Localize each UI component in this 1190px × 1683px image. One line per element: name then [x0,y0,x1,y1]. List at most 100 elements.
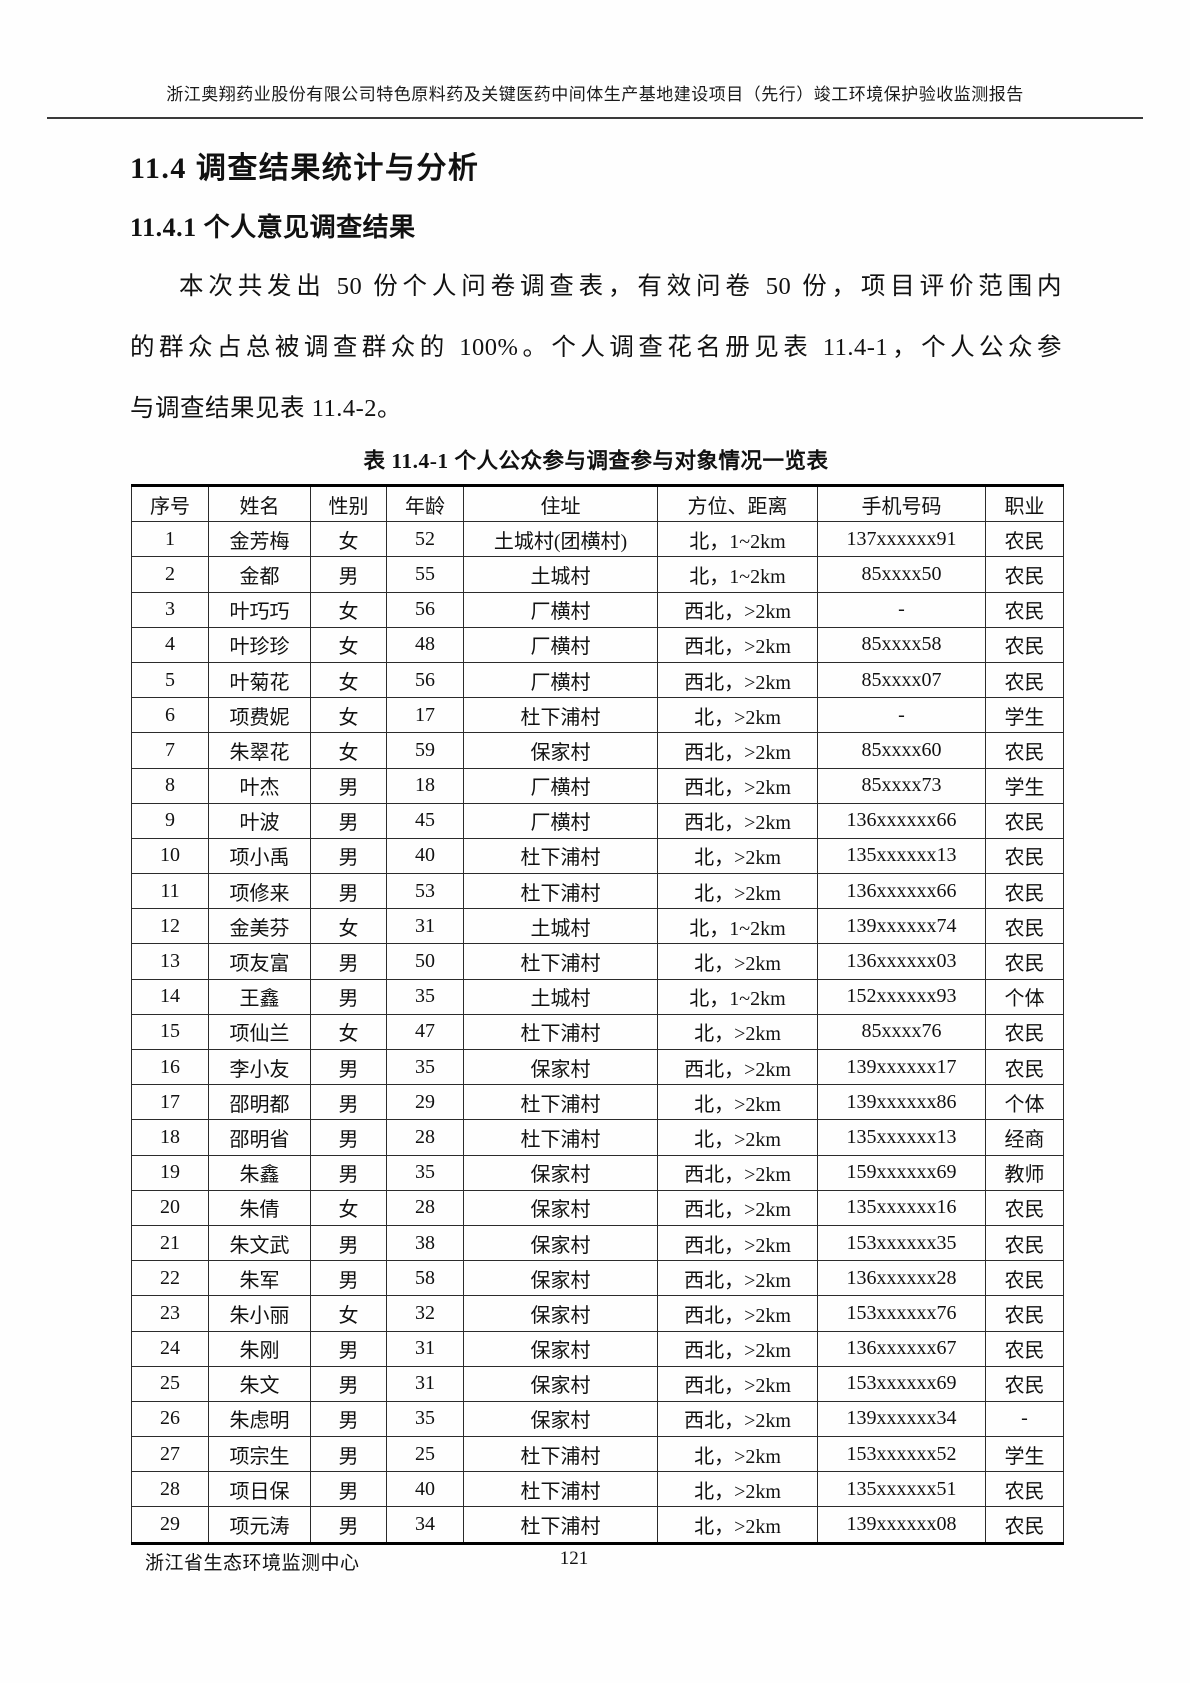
table-cell: 杜下浦村 [463,1471,658,1508]
table-cell: 农民 [985,732,1064,769]
table-cell: 杜下浦村 [463,1436,658,1473]
column-header: 序号 [131,484,209,523]
table-cell: 王鑫 [208,978,311,1015]
table-cell: 男 [310,1436,387,1473]
table-row: 16 李小友男 35 保家村 西北，>2km 139xxxxxx17 农民 [131,1048,1064,1086]
table-cell: 邵明都 [208,1084,311,1121]
table-cell: 农民 [985,1013,1064,1051]
table-cell: 139xxxxxx86 [817,1084,986,1121]
footer-organization: 浙江省生态环境监测中心 [145,1553,360,1574]
table-cell: 136xxxxxx67 [817,1330,986,1367]
table-cell: 85xxxx58 [817,626,986,663]
table-cell: 男 [310,802,387,839]
table-cell: 25 [386,1436,464,1473]
table-cell: 20 [131,1189,209,1226]
table-cell: 学生 [985,697,1064,734]
table-cell: - [817,591,986,628]
table-cell: 金芳梅 [208,521,311,558]
table-cell: 19 [131,1154,209,1191]
table-cell: 北，>2km [657,697,818,734]
table-cell: 北，>2km [657,1119,818,1156]
table-cell: 西北，>2km [657,591,818,628]
running-header-text: 浙江奥翔药业股份有限公司特色原料药及关键医药中间体生产基地建设项目（先行）竣工环… [166,85,1024,104]
table-cell: 杜下浦村 [463,1084,658,1121]
table-cell: 保家村 [463,1048,658,1086]
table-cell: 53 [386,873,464,910]
table-cell: 西北，>2km [657,1260,818,1297]
table-cell: 李小友 [208,1048,311,1086]
table-cell: 保家村 [463,1400,658,1438]
table-cell: 35 [386,1154,464,1191]
table-row: 9 叶波男 45 厂横村 西北，>2km 136xxxxxx66 农民 [131,802,1064,839]
table-cell: 农民 [985,591,1064,628]
table-cell: 18 [386,767,464,804]
table-cell: 项日保 [208,1471,311,1508]
table-cell: 男 [310,978,387,1015]
table-cell: 保家村 [463,1224,658,1262]
table-cell: 农民 [985,521,1064,558]
table-cell: 经商 [985,1119,1064,1156]
table-cell: 女 [310,908,387,945]
table-cell: 杜下浦村 [463,837,658,875]
table-cell: 12 [131,908,209,945]
table-cell: 农民 [985,1471,1064,1508]
table-cell: 农民 [985,626,1064,663]
table-cell: 135xxxxxx51 [817,1471,986,1508]
table-row: 17 邵明都男 29 杜下浦村 北，>2km 139xxxxxx86 个体 [131,1084,1064,1121]
table-cell: 55 [386,556,464,593]
table-cell: 项修来 [208,873,311,910]
table-row: 20 朱倩女 28 保家村 西北，>2km 135xxxxxx16 农民 [131,1189,1064,1226]
table-cell: 6 [131,697,209,734]
table-cell: 女 [310,732,387,769]
table-cell: 朱军 [208,1260,311,1297]
paragraph-line: 本次共发出 50 份个人问卷调查表，有效问卷 50 份，项目评价范围内 [179,273,1062,300]
table-cell: 保家村 [463,1295,658,1332]
table-cell: 保家村 [463,1365,658,1402]
section-title: 11.4 调查结果统计与分析 [130,152,480,185]
table-cell: 135xxxxxx13 [817,1119,986,1156]
table-cell: 学生 [985,1436,1064,1473]
table-cell: 杜下浦村 [463,1013,658,1051]
table-cell: 男 [310,1400,387,1438]
paragraph-line: 与调查结果见表 11.4-2。 [130,395,402,422]
table-cell: 男 [310,873,387,910]
table-cell: 18 [131,1119,209,1156]
table-cell: 139xxxxxx08 [817,1506,986,1544]
table-row: 14 王鑫男 35 土城村 北，1~2km 152xxxxxx93 个体 [131,978,1064,1015]
table-cell: 北，>2km [657,1013,818,1051]
table-cell: 26 [131,1400,209,1438]
table-cell: 农民 [985,1224,1064,1262]
table-cell: 59 [386,732,464,769]
table-cell: 项仙兰 [208,1013,311,1051]
table-cell: 北，>2km [657,837,818,875]
table-cell: 北，1~2km [657,978,818,1015]
table-cell: 31 [386,908,464,945]
table-cell: 北，>2km [657,1436,818,1473]
table-cell: 农民 [985,873,1064,910]
table-cell: 8 [131,767,209,804]
table-row: 26 朱虑明男 35 保家村 西北，>2km 139xxxxxx34- [131,1400,1064,1438]
table-cell: 叶珍珍 [208,626,311,663]
table-cell: 女 [310,661,387,699]
table-cell: 139xxxxxx34 [817,1400,986,1438]
table-cell: 男 [310,767,387,804]
table-row: 5 叶菊花女 56 厂横村 西北，>2km 85xxxx07 农民 [131,661,1064,699]
table-row: 8 叶杰男 18 厂横村 西北，>2km 85xxxx73 学生 [131,767,1064,804]
table-cell: 男 [310,1365,387,1402]
table-cell: 85xxxx50 [817,556,986,593]
table-row: 28 项日保男 40 杜下浦村 北，>2km 135xxxxxx51 农民 [131,1471,1064,1508]
table-cell: 杜下浦村 [463,873,658,910]
table-cell: 56 [386,661,464,699]
table-row: 7 朱翠花女 59 保家村 西北，>2km 85xxxx60 农民 [131,732,1064,769]
table-row: 19 朱鑫男 35 保家村 西北，>2km 159xxxxxx69 教师 [131,1154,1064,1191]
table-cell: 女 [310,697,387,734]
table-cell: 137xxxxxx91 [817,521,986,558]
table-cell: 叶波 [208,802,311,839]
table-cell: 朱翠花 [208,732,311,769]
table-cell: 朱小丽 [208,1295,311,1332]
table-cell: 153xxxxxx52 [817,1436,986,1473]
table-cell: 40 [386,1471,464,1508]
table-cell: 85xxxx73 [817,767,986,804]
table-cell: 农民 [985,556,1064,593]
table-cell: 杜下浦村 [463,1119,658,1156]
